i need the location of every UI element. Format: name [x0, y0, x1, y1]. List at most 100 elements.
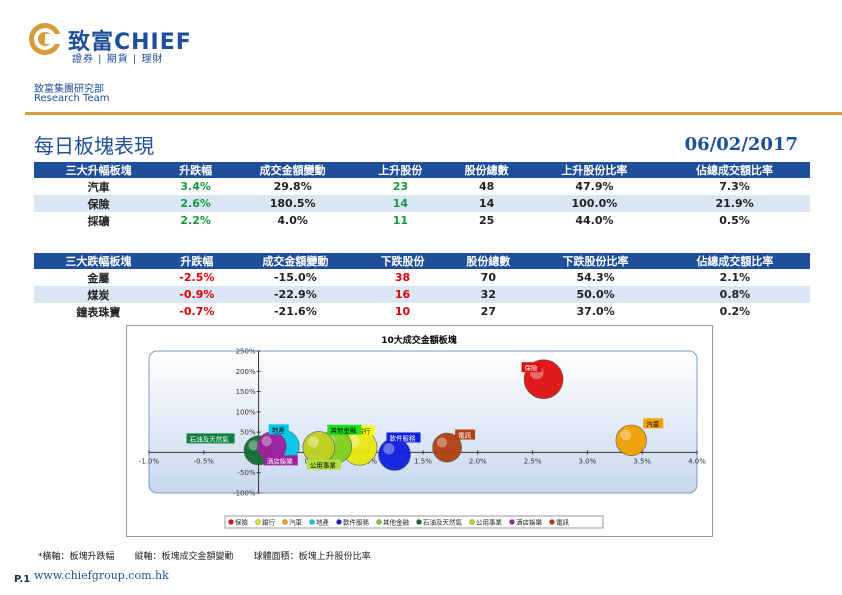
- column-header: 上升股份比率: [529, 162, 660, 178]
- y-tick-label: 50%: [240, 429, 256, 437]
- table-row: 採礦 2.2% 4.0% 11 25 44.0% 0.5%: [34, 212, 810, 229]
- legend-entry: 銀行: [262, 518, 276, 527]
- legend-entry: 地產: [316, 518, 330, 527]
- bubble-label: 石油及天然氣: [190, 434, 230, 443]
- bubble-label: 銀行: [357, 427, 371, 436]
- column-header: 三大升幅板塊: [34, 162, 164, 178]
- chart-title: 10大成交金額板塊: [381, 334, 457, 346]
- department-cn: 致富集團研究部: [34, 84, 104, 95]
- bubble-label-bg: [354, 425, 375, 436]
- brand-name: 致富CHIEF: [68, 30, 192, 55]
- turnover-change: 4.0%: [277, 214, 308, 227]
- bubble-marker: [302, 431, 336, 464]
- x-tick-label: 4.0%: [688, 457, 706, 465]
- turnover-share: 0.8%: [659, 286, 810, 303]
- x-axis-note: *橫軸：板塊升跌幅: [38, 552, 115, 562]
- declining-ratio: 54.3%: [576, 271, 615, 284]
- declining-count: 10: [394, 305, 411, 318]
- column-header: 成交金額變動: [231, 253, 360, 269]
- table-header-row: 三大跌幅板塊 升跌幅 成交金額變動 下跌股份 股份總數 下跌股份比率 佔總成交額…: [34, 253, 810, 269]
- chart-footnote: *橫軸：板塊升跌幅 縱軸：板塊成交金額變動 球體面積：板塊上升股份比率: [38, 549, 371, 562]
- change-pct: -0.9%: [162, 286, 232, 303]
- plot-area: [148, 350, 698, 494]
- column-header: 上升股份: [357, 162, 444, 178]
- legend-entry: 電訊: [556, 518, 570, 527]
- bubble-highlight: [620, 429, 632, 441]
- turnover-share: 0.2%: [719, 305, 751, 318]
- x-tick-label: 1.5%: [414, 457, 432, 465]
- change-pct: 2.2%: [180, 214, 211, 227]
- y-tick-label: -100%: [233, 490, 256, 498]
- size-note: 球體面積：板塊上升股份比率: [253, 552, 371, 562]
- legend-marker: [336, 519, 342, 525]
- advancing-count: 14: [357, 195, 444, 212]
- sector-name: 金屬: [87, 271, 110, 285]
- bubble-chart: 10大成交金額板塊 -1.0%-0.5%0.0%0.5%1.0%1.5%2.0%…: [139, 334, 706, 529]
- legend-marker: [255, 519, 261, 525]
- turnover-change: -22.9%: [231, 286, 360, 303]
- table-row: 煤炭 -0.9% -22.9% 16 32 50.0% 0.8%: [34, 286, 810, 303]
- turnover-change: -15.0%: [273, 271, 317, 284]
- column-header: 下跌股份比率: [531, 253, 660, 269]
- report-date: 06/02/2017: [684, 134, 798, 155]
- page-number: P.1: [14, 574, 31, 585]
- bubble-label: 汽車: [646, 419, 660, 428]
- column-header: 佔總成交額比率: [659, 253, 810, 269]
- turnover-change: 29.8%: [273, 180, 312, 193]
- legend-marker: [282, 519, 288, 525]
- legend-entry: 汽車: [289, 518, 303, 527]
- bubble-label: 電訊: [458, 431, 472, 440]
- total-stocks: 25: [478, 214, 495, 227]
- bubble-label-bg: [186, 433, 235, 444]
- table-row: 金屬 -2.5% -15.0% 38 70 54.3% 2.1%: [34, 269, 810, 286]
- x-tick-label: -1.0%: [139, 457, 160, 465]
- turnover-share: 7.3%: [719, 180, 750, 193]
- legend-entry: 軟件服務: [343, 518, 370, 527]
- bubble-chart-panel: 10大成交金額板塊 -1.0%-0.5%0.0%0.5%1.0%1.5%2.0%…: [126, 325, 713, 537]
- bubble-label-bg: [521, 362, 542, 373]
- department-en: Research Team: [34, 93, 110, 104]
- total-stocks: 32: [445, 286, 532, 303]
- bubble-label: 其他金融: [330, 426, 357, 435]
- bubble-label-bg: [386, 432, 421, 443]
- advancing-ratio: 47.9%: [575, 180, 614, 193]
- legend-marker: [309, 519, 315, 525]
- bubble-highlight: [261, 436, 272, 447]
- legend-marker: [228, 519, 234, 525]
- x-tick-label: 3.5%: [633, 457, 651, 465]
- legend-marker: [376, 519, 382, 525]
- change-pct: -0.7%: [179, 305, 215, 318]
- company-logo-icon: [29, 23, 62, 55]
- total-stocks: 70: [480, 271, 496, 284]
- page-title: 每日板塊表現: [34, 134, 154, 158]
- table-header-row: 三大升幅板塊 升跌幅 成交金額變動 上升股份 股份總數 上升股份比率 佔總成交額…: [34, 162, 810, 178]
- website-link[interactable]: www.chiefgroup.com.hk: [34, 569, 169, 582]
- declining-ratio: 37.0%: [576, 305, 615, 318]
- sector-name: 保險: [34, 195, 164, 212]
- header-divider: [25, 112, 842, 115]
- bubble-label-bg: [268, 424, 289, 435]
- bubble-label: 地產: [272, 425, 286, 434]
- change-pct: 3.4%: [180, 180, 211, 193]
- bubble-marker: [432, 432, 462, 463]
- legend-marker: [549, 519, 555, 525]
- y-tick-label: -50%: [238, 469, 256, 477]
- bubble-marker: [615, 424, 647, 456]
- bubble-highlight: [307, 436, 319, 448]
- bubble-label: 酒店娛樂: [267, 456, 294, 465]
- x-tick-label: 3.0%: [579, 457, 597, 465]
- change-pct: -2.5%: [179, 271, 215, 284]
- column-header: 股份總數: [445, 253, 532, 269]
- advancing-ratio: 44.0%: [575, 214, 614, 227]
- bubble-label-bg: [455, 429, 476, 440]
- bubble-highlight: [248, 440, 259, 451]
- brand-tagline: 證券 | 期貨 | 理財: [72, 54, 164, 65]
- y-tick-label: 150%: [236, 388, 256, 396]
- declining-count: 38: [394, 271, 411, 284]
- legend-marker: [416, 519, 422, 525]
- y-tick-label: 250%: [236, 348, 256, 356]
- bubble-highlight: [383, 443, 395, 455]
- legend-entry: 公用事業: [476, 518, 503, 527]
- column-header: 升跌幅: [162, 253, 232, 269]
- total-stocks: 14: [443, 195, 530, 212]
